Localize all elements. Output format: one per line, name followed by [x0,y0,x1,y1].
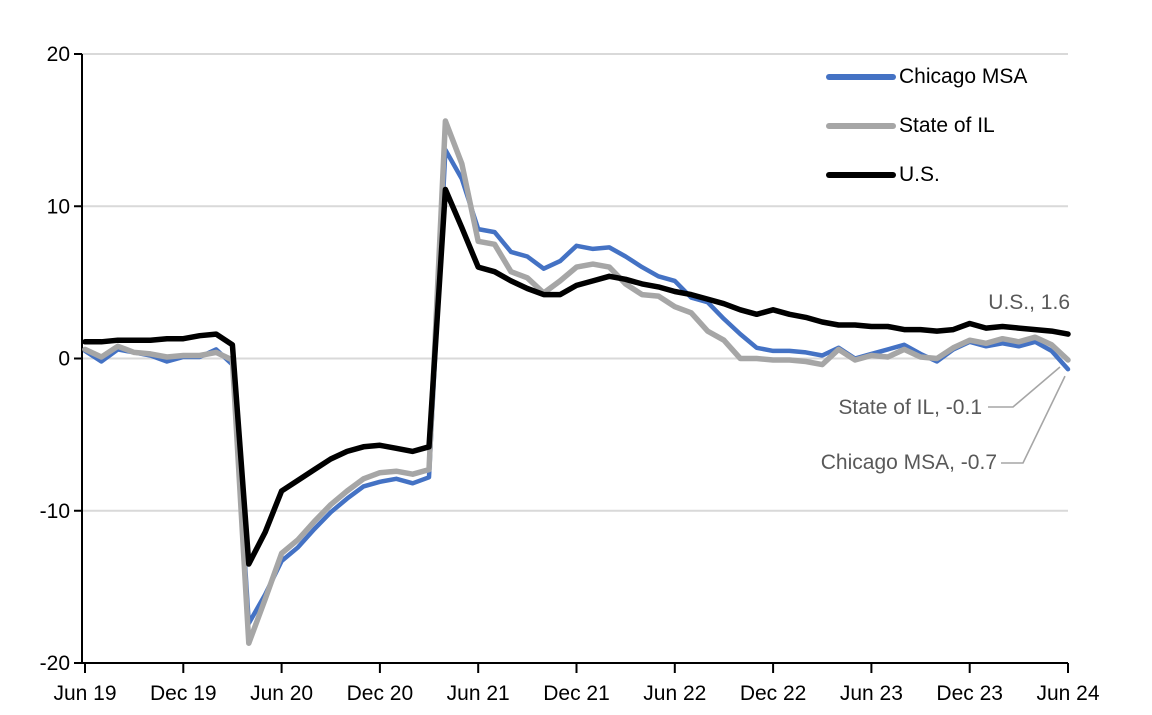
x-axis-labels: Jun 19 Dec 19 Jun 20 Dec 20 Jun 21 Dec 21 Jun … [53,682,1099,705]
end-label-state-of-il: State of IL, -0.1 [838,396,982,419]
svg-text:10: 10 [47,195,70,218]
svg-text:Jun 23: Jun 23 [840,682,903,705]
svg-text:Dec 21: Dec 21 [543,682,610,705]
svg-text:Dec 22: Dec 22 [740,682,807,705]
annotation-leader-lines [988,366,1066,464]
legend-item-chicago-msa: Chicago MSA [826,64,1027,90]
end-label-us: U.S., 1.6 [988,291,1070,314]
svg-text:Jun 22: Jun 22 [643,682,706,705]
legend: Chicago MSA State of IL U.S. [826,64,1027,211]
svg-text:Jun 20: Jun 20 [250,682,313,705]
legend-label-us: U.S. [899,163,940,186]
x-axis-ticks [84,663,1069,673]
legend-label-chicago-msa: Chicago MSA [899,65,1028,88]
legend-label-state-of-il: State of IL [899,114,995,137]
svg-text:Jun 24: Jun 24 [1036,682,1099,705]
legend-item-us: U.S. [826,162,1027,188]
series-lines [82,118,1071,646]
svg-text:Dec 23: Dec 23 [936,682,1003,705]
y-axis-labels: 20 10 0 -10 -20 [40,43,70,675]
svg-text:Dec 20: Dec 20 [347,682,414,705]
svg-text:-20: -20 [40,652,70,675]
us-line-swatch [826,172,896,178]
state-of-il-line-swatch [826,123,896,129]
svg-text:Dec 19: Dec 19 [150,682,217,705]
legend-item-state-of-il: State of IL [826,113,1027,139]
end-label-chicago-msa: Chicago MSA, -0.7 [820,451,997,474]
svg-text:20: 20 [47,43,70,66]
svg-text:Jun 21: Jun 21 [447,682,510,705]
svg-text:-10: -10 [40,500,70,523]
svg-text:Jun 19: Jun 19 [53,682,116,705]
svg-text:0: 0 [58,348,70,371]
chicago-msa-line-swatch [826,74,896,80]
y-axis-ticks [74,53,82,664]
